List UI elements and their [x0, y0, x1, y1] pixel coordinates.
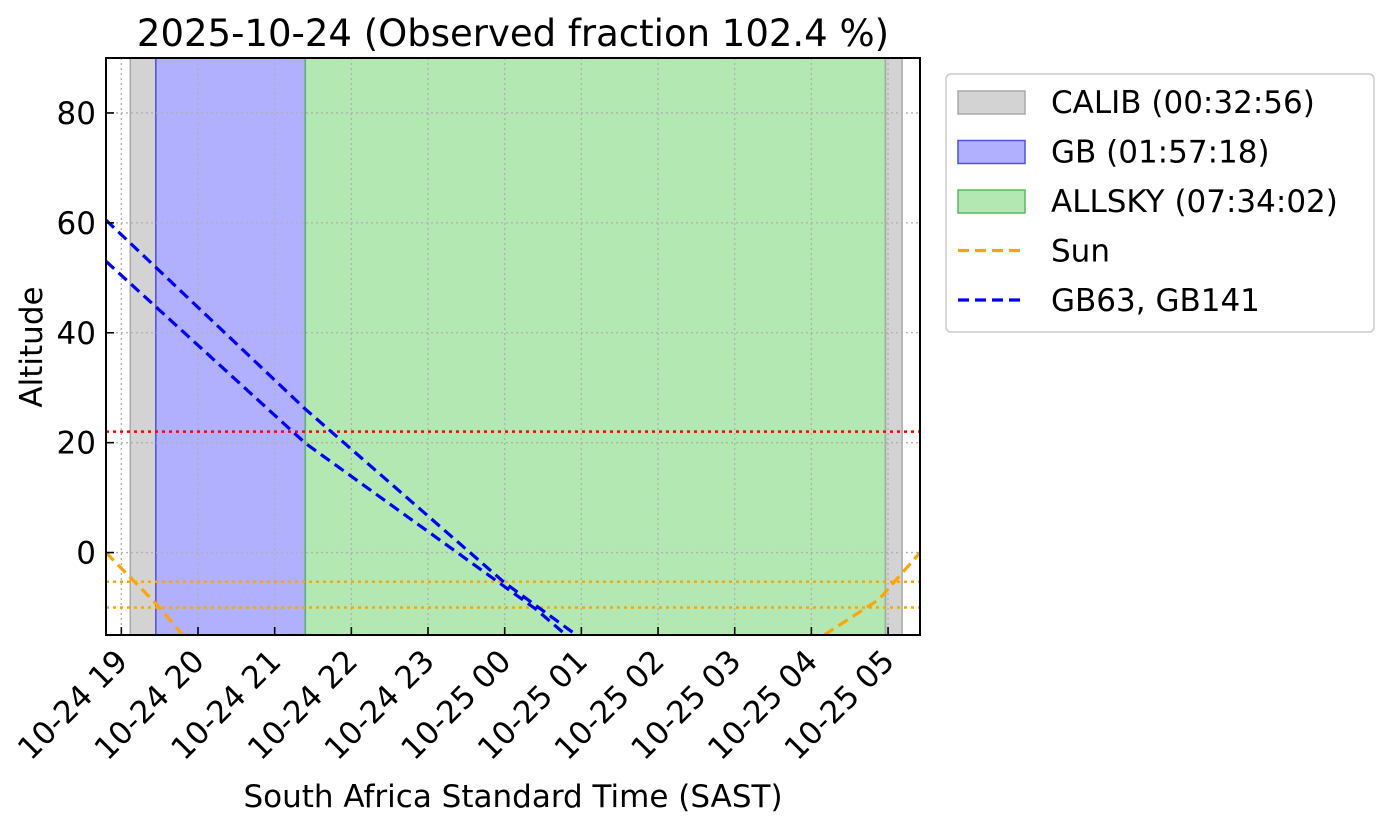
- span-calib-3: [884, 58, 903, 635]
- series-line-sun-1: [823, 551, 920, 635]
- legend-label-sun: Sun: [1051, 234, 1110, 270]
- legend-label-allsky-07-34-02: ALLSKY (07:34:02): [1051, 184, 1338, 220]
- series-line-gb63-gb141-0: [106, 218, 578, 635]
- plot-area: [106, 58, 920, 635]
- y-tick-label: 80: [57, 96, 96, 132]
- series-line-unnamed-2-0: [106, 260, 568, 635]
- plot-frame: [105, 57, 921, 636]
- span-calib-0: [129, 58, 157, 635]
- span-allsky-2: [304, 58, 887, 635]
- x-axis-title: South Africa Standard Time (SAST): [243, 779, 782, 815]
- legend-label-gb63-gb141: GB63, GB141: [1051, 283, 1260, 319]
- legend-box: [945, 73, 1375, 333]
- legend-label-calib-00-32-56: CALIB (00:32:56): [1051, 85, 1315, 121]
- span-gb-1: [155, 58, 307, 635]
- y-tick-label: 0: [76, 536, 96, 572]
- legend: CALIB (00:32:56) GB (01:57:18) ALLSKY (07:…: [945, 73, 1375, 333]
- legend-swatch-gb: [957, 139, 1026, 165]
- y-tick-label: 20: [57, 426, 96, 462]
- y-axis-title: Altitude: [14, 286, 50, 407]
- legend-swatch-calib: [957, 90, 1026, 115]
- legend-label-gb-01-57-18: GB (01:57:18): [1051, 135, 1270, 171]
- series-line-sun-0: [106, 551, 184, 635]
- legend-swatch-allsky: [957, 189, 1026, 214]
- chart-title: 2025-10-24 (Observed fraction 102.4 %): [137, 12, 889, 55]
- y-tick-label: 40: [57, 316, 96, 352]
- y-tick-label: 60: [57, 206, 96, 242]
